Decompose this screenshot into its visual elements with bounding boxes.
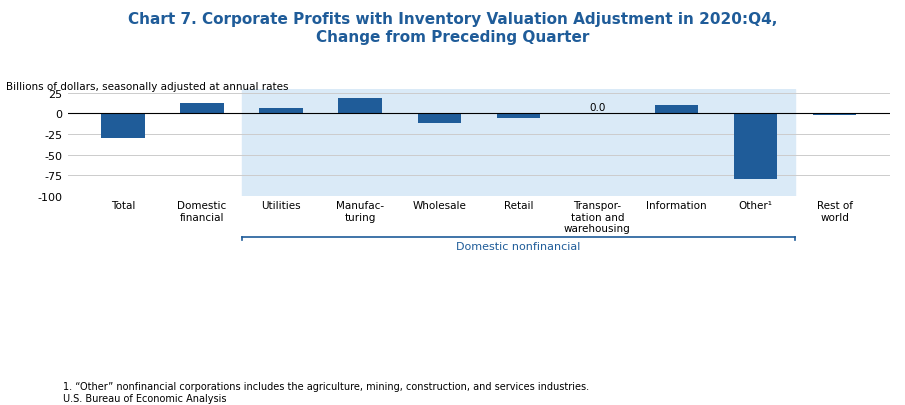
Bar xyxy=(338,98,382,114)
Bar xyxy=(101,114,145,139)
Text: U.S. Bureau of Economic Analysis: U.S. Bureau of Economic Analysis xyxy=(63,393,227,403)
Text: Domestic nonfinancial: Domestic nonfinancial xyxy=(456,241,580,252)
Text: 0.0: 0.0 xyxy=(589,103,605,113)
Bar xyxy=(180,103,224,114)
Bar xyxy=(654,106,699,114)
Bar xyxy=(260,109,303,114)
Text: Billions of dollars, seasonally adjusted at annual rates: Billions of dollars, seasonally adjusted… xyxy=(6,82,289,92)
Text: Chart 7. Corporate Profits with Inventory Valuation Adjustment in 2020:Q4,
Chang: Chart 7. Corporate Profits with Inventor… xyxy=(128,12,777,45)
Bar xyxy=(242,90,795,196)
Bar xyxy=(497,114,540,118)
Bar xyxy=(417,114,461,124)
Text: 1. “Other” nonfinancial corporations includes the agriculture, mining, construct: 1. “Other” nonfinancial corporations inc… xyxy=(63,381,589,391)
Bar xyxy=(813,114,856,116)
Bar xyxy=(734,114,777,180)
